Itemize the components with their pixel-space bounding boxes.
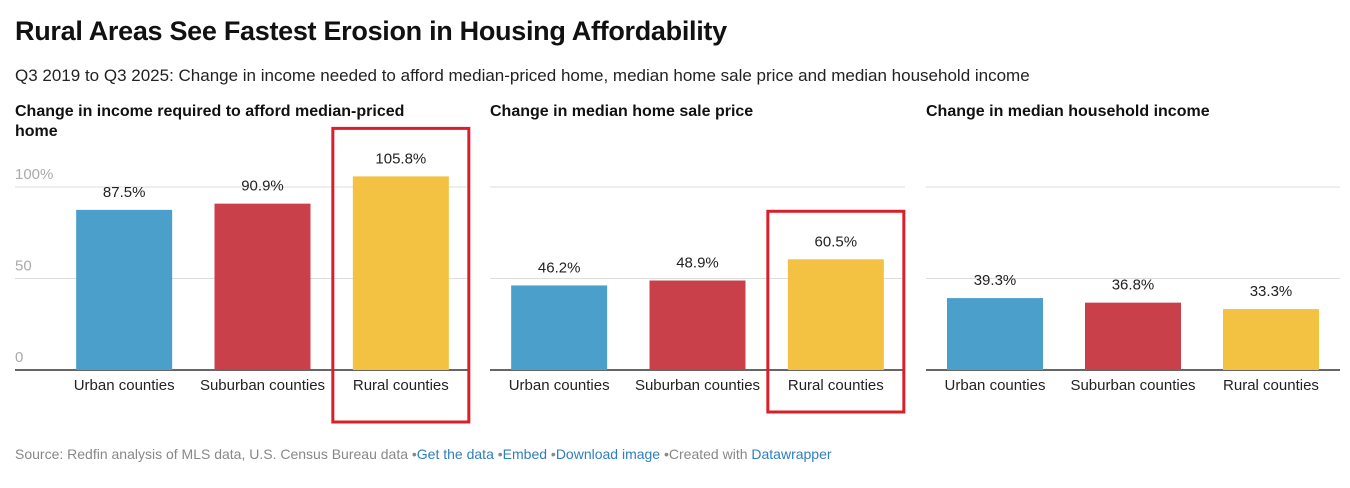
- x-tick-label-box: Suburban counties: [1070, 377, 1196, 394]
- link[interactable]: Embed: [502, 446, 548, 462]
- title: Rural Areas See Fastest Erosion in Housi…: [15, 16, 727, 46]
- panel-title-box: Change in income required to afford medi…: [15, 103, 405, 140]
- x-tick-label: Suburban counties: [634, 377, 761, 394]
- x-tick-label-box: Urban counties: [508, 377, 610, 394]
- highlight-box: [331, 126, 471, 424]
- x-tick-label-box: Rural counties: [352, 377, 449, 394]
- panel-title-box: Change in median home sale price: [490, 103, 754, 120]
- bar: [947, 298, 1043, 370]
- credit: Created with: [668, 446, 748, 462]
- highlight-box: [766, 209, 906, 414]
- link[interactable]: Datawrapper: [751, 446, 832, 462]
- subtitle: Q3 2019 to Q3 2025: Change in income nee…: [15, 66, 1030, 85]
- panel-title-box: Change in median household income: [926, 103, 1210, 120]
- x-tick-label: Suburban counties: [199, 377, 326, 394]
- value-label: 60.5%: [815, 233, 858, 250]
- bar: [649, 280, 746, 370]
- source: Source: Redfin analysis of MLS data, U.S…: [15, 446, 408, 462]
- x-tick-label: Rural counties: [1223, 377, 1319, 394]
- x-tick-label-box: Rural counties: [787, 377, 884, 394]
- value-label: 39.3%: [974, 272, 1017, 289]
- x-tick-label-box: Urban counties: [944, 377, 1046, 394]
- x-tick-label: Urban counties: [73, 377, 175, 394]
- bar: [214, 203, 311, 370]
- panel-title: Change in income required to afford medi…: [15, 103, 405, 140]
- x-tick-label: Rural counties: [787, 377, 884, 394]
- x-tick-label-box: Suburban counties: [199, 377, 326, 394]
- value-label: 46.2%: [538, 259, 581, 276]
- footer: Source: Redfin analysis of MLS data, U.S…: [15, 446, 832, 462]
- value-label: 36.8%: [1112, 277, 1155, 294]
- link[interactable]: Download image: [555, 446, 661, 462]
- panel-title: Change in median home sale price: [490, 103, 754, 120]
- link[interactable]: Get the data: [416, 446, 494, 462]
- charts: Change in income required to afford medi…: [15, 103, 1340, 424]
- bar: [787, 259, 884, 370]
- y-tick-label: 100%: [15, 166, 53, 183]
- bar: [76, 209, 173, 370]
- value-label: 105.8%: [375, 150, 426, 167]
- x-tick-label: Suburban counties: [1070, 377, 1196, 394]
- x-tick-label: Urban counties: [944, 377, 1046, 394]
- value-label: 90.9%: [241, 178, 284, 195]
- y-tick-label: 50: [15, 257, 32, 274]
- value-label: 87.5%: [103, 184, 146, 201]
- panel-title: Change in median household income: [926, 103, 1210, 120]
- x-tick-label-box: Rural counties: [1223, 377, 1319, 394]
- bar: [1085, 302, 1181, 370]
- bar: [1223, 309, 1319, 370]
- value-label: 33.3%: [1250, 283, 1293, 300]
- bar: [511, 285, 608, 370]
- x-tick-label-box: Suburban counties: [634, 377, 761, 394]
- y-tick-label: 0: [15, 349, 23, 366]
- x-tick-label: Rural counties: [352, 377, 449, 394]
- x-tick-label: Urban counties: [508, 377, 610, 394]
- bar: [352, 176, 449, 370]
- value-label: 48.9%: [676, 254, 719, 271]
- x-tick-label-box: Urban counties: [73, 377, 175, 394]
